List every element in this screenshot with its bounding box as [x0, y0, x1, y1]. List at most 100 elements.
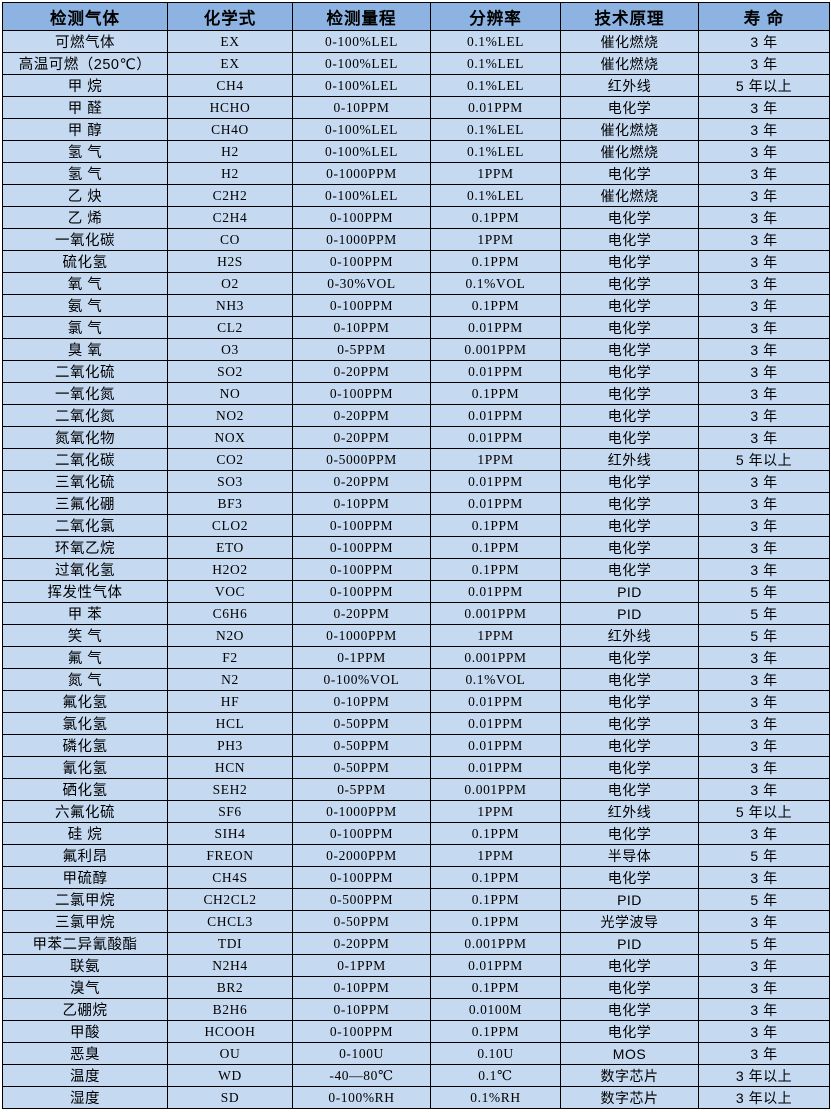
cell-gas: 氢 气: [2, 140, 168, 163]
cell-formula: C2H2: [167, 184, 293, 207]
cell-gas: 臭 氧: [2, 338, 168, 361]
table-row: 三氧化硫 SO3 0-20PPM 0.01PPM 电化学 3 年: [2, 470, 830, 493]
cell-gas: 六氟化硫: [2, 800, 168, 823]
cell-range: 0-100PPM: [292, 250, 431, 273]
cell-resolution: 0.01PPM: [430, 712, 561, 735]
cell-resolution: 0.1PPM: [430, 294, 561, 317]
cell-resolution: 0.001PPM: [430, 778, 561, 801]
cell-formula: EX: [167, 52, 293, 75]
cell-formula: H2: [167, 162, 293, 185]
cell-principle: 电化学: [560, 294, 699, 317]
cell-gas: 氟化氢: [2, 690, 168, 713]
table-header: 检测气体 化学式 检测量程 分辨率 技术原理 寿 命: [2, 2, 830, 31]
table-row: 氮氧化物 NOX 0-20PPM 0.01PPM 电化学 3 年: [2, 426, 830, 449]
cell-formula: HCL: [167, 712, 293, 735]
cell-range: 0-5PPM: [292, 778, 431, 801]
table-row: 二氧化氮 NO2 0-20PPM 0.01PPM 电化学 3 年: [2, 404, 830, 427]
cell-resolution: 0.1PPM: [430, 250, 561, 273]
cell-range: 0-10PPM: [292, 976, 431, 999]
cell-gas: 挥发性气体: [2, 580, 168, 603]
cell-formula: C6H6: [167, 602, 293, 625]
table-row: 温度 WD -40—80℃ 0.1℃ 数字芯片 3 年以上: [2, 1064, 830, 1087]
table-row: 乙 炔 C2H2 0-100%LEL 0.1%LEL 催化燃烧 3 年: [2, 184, 830, 207]
cell-principle: 催化燃烧: [560, 140, 699, 163]
cell-lifetime: 3 年: [698, 1020, 830, 1043]
cell-gas: 氢 气: [2, 162, 168, 185]
cell-lifetime: 3 年: [698, 272, 830, 295]
cell-gas: 氯化氢: [2, 712, 168, 735]
cell-principle: 电化学: [560, 316, 699, 339]
cell-formula: PH3: [167, 734, 293, 757]
cell-range: 0-1000PPM: [292, 624, 431, 647]
table-row: 三氯甲烷 CHCL3 0-50PPM 0.1PPM 光学波导 3 年: [2, 910, 830, 933]
cell-resolution: 1PPM: [430, 448, 561, 471]
table-row: 臭 氧 O3 0-5PPM 0.001PPM 电化学 3 年: [2, 338, 830, 361]
cell-gas: 甲 苯: [2, 602, 168, 625]
cell-range: 0-100PPM: [292, 822, 431, 845]
cell-gas: 一氧化氮: [2, 382, 168, 405]
cell-range: 0-100%VOL: [292, 668, 431, 691]
cell-range: 0-30%VOL: [292, 272, 431, 295]
cell-gas: 三氟化硼: [2, 492, 168, 515]
table-row: 氰化氢 HCN 0-50PPM 0.01PPM 电化学 3 年: [2, 756, 830, 779]
cell-gas: 氮 气: [2, 668, 168, 691]
cell-resolution: 0.01PPM: [430, 690, 561, 713]
cell-formula: HCOOH: [167, 1020, 293, 1043]
cell-range: -40—80℃: [292, 1064, 431, 1087]
cell-resolution: 0.01PPM: [430, 316, 561, 339]
cell-principle: 电化学: [560, 514, 699, 537]
cell-gas: 二氧化硫: [2, 360, 168, 383]
cell-gas: 氨 气: [2, 294, 168, 317]
cell-range: 0-100PPM: [292, 866, 431, 889]
cell-lifetime: 3 年: [698, 250, 830, 273]
cell-resolution: 0.1PPM: [430, 888, 561, 911]
table-row: 乙 烯 C2H4 0-100PPM 0.1PPM 电化学 3 年: [2, 206, 830, 229]
cell-formula: NO2: [167, 404, 293, 427]
cell-principle: 电化学: [560, 536, 699, 559]
cell-lifetime: 5 年: [698, 932, 830, 955]
cell-resolution: 0.01PPM: [430, 734, 561, 757]
cell-lifetime: 3 年: [698, 954, 830, 977]
cell-principle: 数字芯片: [560, 1086, 699, 1109]
cell-lifetime: 3 年以上: [698, 1086, 830, 1109]
cell-resolution: 0.1PPM: [430, 536, 561, 559]
table-row: 联氨 N2H4 0-1PPM 0.01PPM 电化学 3 年: [2, 954, 830, 977]
cell-principle: 电化学: [560, 866, 699, 889]
cell-principle: 电化学: [560, 646, 699, 669]
table-row: 氯 气 CL2 0-10PPM 0.01PPM 电化学 3 年: [2, 316, 830, 339]
cell-lifetime: 3 年: [698, 778, 830, 801]
cell-principle: 电化学: [560, 1020, 699, 1043]
table-row: 二氧化氯 CLO2 0-100PPM 0.1PPM 电化学 3 年: [2, 514, 830, 537]
table-row: 溴气 BR2 0-10PPM 0.1PPM 电化学 3 年: [2, 976, 830, 999]
cell-range: 0-100%LEL: [292, 118, 431, 141]
cell-range: 0-10PPM: [292, 96, 431, 119]
cell-resolution: 0.1%LEL: [430, 140, 561, 163]
cell-formula: FREON: [167, 844, 293, 867]
cell-formula: H2S: [167, 250, 293, 273]
table-row: 硅 烷 SIH4 0-100PPM 0.1PPM 电化学 3 年: [2, 822, 830, 845]
cell-lifetime: 3 年: [698, 668, 830, 691]
cell-lifetime: 3 年: [698, 426, 830, 449]
cell-resolution: 0.01PPM: [430, 426, 561, 449]
cell-formula: H2: [167, 140, 293, 163]
table-row: 氢 气 H2 0-1000PPM 1PPM 电化学 3 年: [2, 162, 830, 185]
cell-principle: 红外线: [560, 448, 699, 471]
table-row: 氮 气 N2 0-100%VOL 0.1%VOL 电化学 3 年: [2, 668, 830, 691]
cell-resolution: 0.1PPM: [430, 558, 561, 581]
table-row: 六氟化硫 SF6 0-1000PPM 1PPM 红外线 5 年以上: [2, 800, 830, 823]
table-row: 环氧乙烷 ETO 0-100PPM 0.1PPM 电化学 3 年: [2, 536, 830, 559]
table-row: 高温可燃（250℃） EX 0-100%LEL 0.1%LEL 催化燃烧 3 年: [2, 52, 830, 75]
table-row: 硫化氢 H2S 0-100PPM 0.1PPM 电化学 3 年: [2, 250, 830, 273]
cell-principle: 电化学: [560, 822, 699, 845]
cell-gas: 温度: [2, 1064, 168, 1087]
column-header-range: 检测量程: [292, 2, 431, 31]
table-row: 甲 醛 HCHO 0-10PPM 0.01PPM 电化学 3 年: [2, 96, 830, 119]
cell-lifetime: 3 年: [698, 404, 830, 427]
cell-lifetime: 3 年: [698, 206, 830, 229]
cell-range: 0-50PPM: [292, 734, 431, 757]
cell-gas: 氟利昂: [2, 844, 168, 867]
cell-principle: 电化学: [560, 998, 699, 1021]
cell-resolution: 0.1PPM: [430, 976, 561, 999]
cell-lifetime: 3 年: [698, 536, 830, 559]
cell-resolution: 0.1PPM: [430, 514, 561, 537]
